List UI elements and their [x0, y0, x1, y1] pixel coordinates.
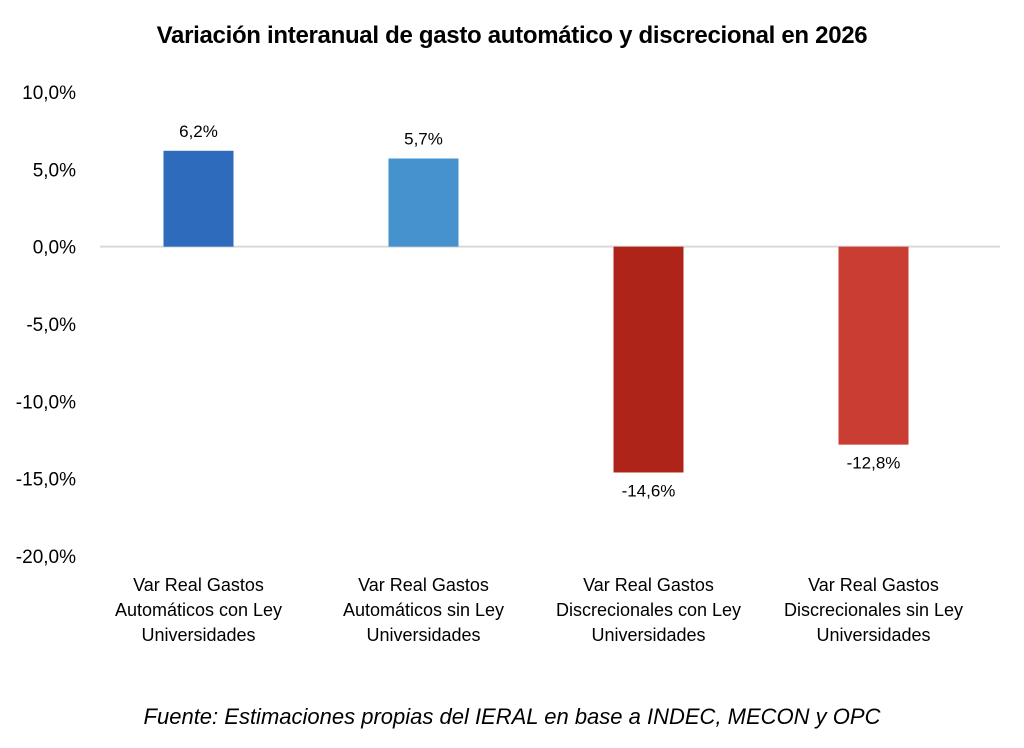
bar-chart: 10,0% 5,0% 0,0% -5,0% -10,0% -15,0% -20,0% 6,2…: [16, 83, 1000, 568]
y-tick-label: 0,0%: [33, 238, 76, 259]
y-tick-label: 10,0%: [22, 83, 76, 104]
x-tick-label: Var Real Gastos Discrecionales con Ley Uni…: [534, 573, 764, 648]
x-tick-label-line: Automáticos con Ley: [114, 600, 283, 620]
x-tick-label-line: Discrecionales sin Ley: [783, 600, 964, 620]
y-tick-label: -20,0%: [16, 547, 76, 568]
chart-title: Variación interanual de gasto automático…: [156, 22, 868, 49]
data-labels: 6,2% 5,7% -14,6% -12,8%: [179, 122, 900, 501]
x-tick-label-line: Universidades: [591, 625, 706, 645]
data-label: 5,7%: [404, 130, 443, 149]
x-tick-label-line: Automáticos sin Ley: [342, 600, 505, 620]
y-tick-label: -15,0%: [16, 470, 76, 491]
data-label: -14,6%: [622, 481, 676, 500]
x-tick-label-line: Var Real Gastos: [358, 575, 489, 595]
x-tick-label-line: Universidades: [366, 625, 481, 645]
x-tick-label-line: Discrecionales con Ley: [555, 600, 742, 620]
bar: [163, 150, 234, 247]
bar: [613, 246, 684, 473]
y-tick-label: -10,0%: [16, 392, 76, 413]
data-label: -12,8%: [847, 454, 901, 473]
bars: [163, 150, 909, 473]
y-tick-label: 5,0%: [33, 160, 76, 181]
y-tick-label: -5,0%: [26, 315, 76, 336]
y-axis: 10,0% 5,0% 0,0% -5,0% -10,0% -15,0% -20,0%: [16, 83, 76, 568]
x-tick-label-line: Universidades: [816, 625, 931, 645]
x-tick-label: Var Real Gastos Automáticos con Ley Univer…: [84, 573, 314, 648]
x-tick-label-line: Var Real Gastos: [583, 575, 714, 595]
x-tick-label: Var Real Gastos Discrecionales sin Ley Uni…: [759, 573, 989, 648]
source-note: Fuente: Estimaciones propias del IERAL e…: [143, 704, 881, 729]
x-tick-label-line: Var Real Gastos: [808, 575, 939, 595]
data-label: 6,2%: [179, 122, 218, 141]
bar: [838, 246, 909, 445]
x-tick-label-line: Universidades: [141, 625, 256, 645]
x-tick-label-line: Var Real Gastos: [133, 575, 264, 595]
x-tick-label: Var Real Gastos Automáticos sin Ley Univer…: [309, 573, 539, 648]
bar: [388, 158, 459, 247]
